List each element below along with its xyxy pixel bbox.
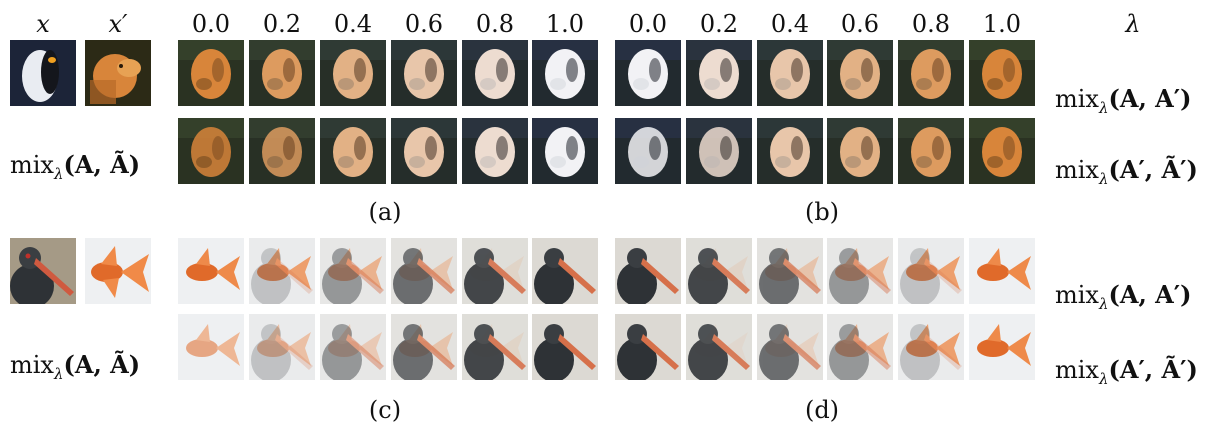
caption-d: (d) [804, 396, 840, 424]
image-a-row2-0 [178, 118, 244, 184]
mix-prefix: mix [1055, 281, 1099, 309]
mix-sub: λ [1098, 369, 1109, 388]
image-c-row1-2 [320, 238, 386, 304]
mix-args: (A, Ã) [63, 150, 141, 179]
image-b-row2-3 [827, 118, 893, 184]
mix-sub: λ [1098, 98, 1109, 117]
image-b-row1-0 [615, 40, 681, 106]
image-c-row1-0 [178, 238, 244, 304]
header-lambda-left-1: 0.2 [262, 10, 302, 38]
header-x: x [36, 10, 50, 38]
image-x-prime-dog [85, 40, 151, 106]
image-d-row1-1 [686, 238, 752, 304]
image-b-row2-1 [686, 118, 752, 184]
row-label-mix-aprime-tilde-bottom: mixλ(A′, Ã′) [1055, 358, 1198, 387]
mix-prefix: mix [1055, 156, 1099, 184]
image-d-row2-0 [615, 314, 681, 380]
image-d-row2-1 [686, 314, 752, 380]
image-a-row2-5 [532, 118, 598, 184]
image-d-row1-3 [827, 238, 893, 304]
image-b-row2-0 [615, 118, 681, 184]
image-a-row2-1 [249, 118, 315, 184]
mix-args: (A, A′) [1108, 280, 1192, 309]
image-b-row1-5 [969, 40, 1035, 106]
image-c-row2-5 [532, 314, 598, 380]
image-a-row1-5 [532, 40, 598, 106]
caption-c: (c) [368, 396, 402, 424]
row-label-mix-aprime-tilde-top: mixλ(A′, Ã′) [1055, 158, 1198, 187]
image-c-row2-4 [462, 314, 528, 380]
row-label-mix-a-aprime-bottom: mixλ(A, A′) [1055, 283, 1191, 312]
image-c-row1-1 [249, 238, 315, 304]
image-b-row2-5 [969, 118, 1035, 184]
header-lambda-right-2: 0.4 [770, 10, 810, 38]
image-c-row2-2 [320, 314, 386, 380]
header-lambda-left-2: 0.4 [333, 10, 373, 38]
row-label-mix-a-tilde-bottom: mixλ(A, Ã) [10, 353, 140, 382]
image-b-row1-2 [757, 40, 823, 106]
header-lambda-right-3: 0.6 [840, 10, 880, 38]
caption-a: (a) [368, 198, 402, 226]
mix-sub: λ [1098, 169, 1109, 188]
image-d-row1-0 [615, 238, 681, 304]
image-b-row2-2 [757, 118, 823, 184]
caption-b: (b) [804, 198, 840, 226]
mix-prefix: mix [10, 351, 54, 379]
image-x-penguin [10, 40, 76, 106]
header-x-prime: x′ [108, 10, 128, 38]
image-d-row1-5 [969, 238, 1035, 304]
mix-sub: λ [53, 164, 64, 183]
image-c-row1-4 [462, 238, 528, 304]
header-lambda-right-4: 0.8 [911, 10, 951, 38]
header-lambda-right-0: 0.0 [628, 10, 668, 38]
image-b-row1-3 [827, 40, 893, 106]
image-c-row2-3 [391, 314, 457, 380]
image-d-row1-4 [898, 238, 964, 304]
image-a-row1-4 [462, 40, 528, 106]
image-x-prime-fish [85, 238, 151, 304]
mix-sub: λ [1098, 294, 1109, 313]
header-lambda-left-4: 0.8 [475, 10, 515, 38]
image-a-row1-0 [178, 40, 244, 106]
image-a-row1-1 [249, 40, 315, 106]
image-d-row2-5 [969, 314, 1035, 380]
header-lambda-left-5: 1.0 [545, 10, 585, 38]
mix-sub: λ [53, 364, 64, 383]
image-d-row2-3 [827, 314, 893, 380]
header-lambda-right-1: 0.2 [699, 10, 739, 38]
header-lambda: λ [1125, 10, 1141, 38]
mix-args: (A′, Ã′) [1108, 155, 1198, 184]
row-label-mix-a-tilde-top: mixλ(A, Ã) [10, 153, 140, 182]
header-lambda-right-5: 1.0 [982, 10, 1022, 38]
image-a-row2-2 [320, 118, 386, 184]
image-a-row1-2 [320, 40, 386, 106]
image-d-row2-2 [757, 314, 823, 380]
image-c-row1-3 [391, 238, 457, 304]
image-d-row1-2 [757, 238, 823, 304]
header-lambda-left-3: 0.6 [404, 10, 444, 38]
mix-prefix: mix [1055, 85, 1099, 113]
image-x-bird [10, 238, 76, 304]
mix-prefix: mix [1055, 356, 1099, 384]
image-b-row1-1 [686, 40, 752, 106]
image-c-row2-1 [249, 314, 315, 380]
image-d-row2-4 [898, 314, 964, 380]
image-a-row2-4 [462, 118, 528, 184]
image-c-row1-5 [532, 238, 598, 304]
mix-prefix: mix [10, 151, 54, 179]
image-b-row1-4 [898, 40, 964, 106]
image-c-row2-0 [178, 314, 244, 380]
mix-args: (A, Ã) [63, 350, 141, 379]
mix-args: (A, A′) [1108, 84, 1192, 113]
row-label-mix-a-aprime-top: mixλ(A, A′) [1055, 87, 1191, 116]
header-lambda-left-0: 0.0 [191, 10, 231, 38]
image-a-row2-3 [391, 118, 457, 184]
mix-args: (A′, Ã′) [1108, 355, 1198, 384]
image-b-row2-4 [898, 118, 964, 184]
image-a-row1-3 [391, 40, 457, 106]
